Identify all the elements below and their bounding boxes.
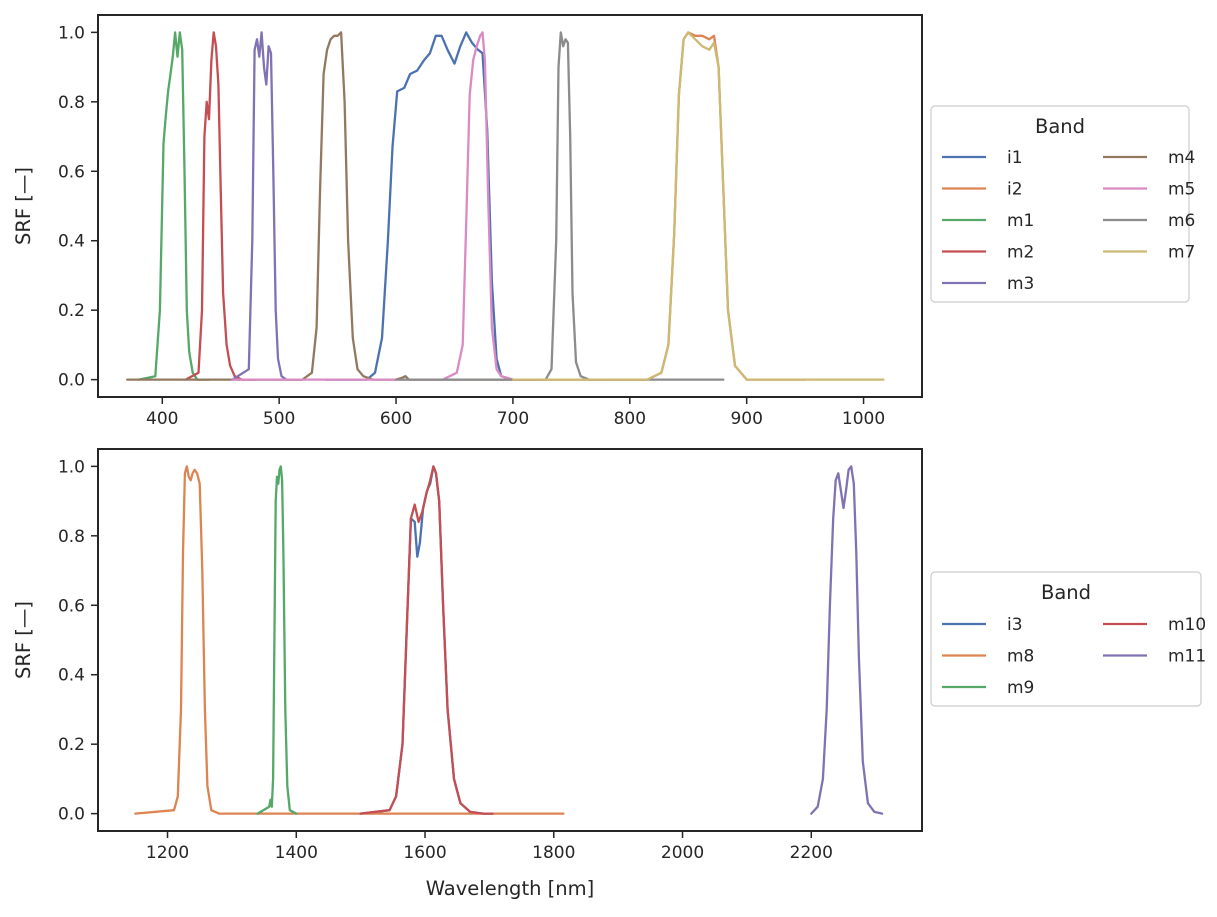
legend-label-m2: m2 bbox=[1007, 243, 1034, 263]
series-line-m9 bbox=[256, 465, 298, 815]
legend-label-m7: m7 bbox=[1168, 243, 1195, 263]
legend-title: Band bbox=[1035, 115, 1085, 138]
x-tick-label: 2200 bbox=[790, 843, 833, 863]
y-tick-label: 0.6 bbox=[58, 162, 85, 182]
series-line-i2 bbox=[605, 31, 807, 381]
series-line-m11 bbox=[810, 465, 884, 815]
axes-frame bbox=[97, 448, 923, 832]
series-line-m3 bbox=[231, 31, 304, 381]
series-line-i3 bbox=[359, 465, 494, 815]
series-line-m10 bbox=[359, 465, 494, 815]
series-line-i1 bbox=[324, 31, 538, 381]
y-tick-label: 0.8 bbox=[58, 527, 85, 547]
y-tick-label: 0.4 bbox=[58, 232, 85, 252]
axes-frame bbox=[97, 14, 923, 398]
legend-label-m3: m3 bbox=[1007, 274, 1034, 294]
legend-box bbox=[930, 571, 1202, 707]
x-tick-label: 1400 bbox=[275, 843, 318, 863]
series-line-m8 bbox=[134, 465, 565, 815]
legend-label-m4: m4 bbox=[1168, 148, 1195, 168]
y-tick-label: 0.0 bbox=[58, 805, 85, 825]
x-tick-label: 700 bbox=[497, 409, 529, 429]
series-line-m2 bbox=[184, 31, 257, 381]
x-tick-label: 2000 bbox=[661, 843, 704, 863]
series-line-m5 bbox=[231, 31, 538, 381]
legend-box bbox=[930, 105, 1190, 303]
legend-label-i1: i1 bbox=[1007, 148, 1023, 168]
x-tick-label: 400 bbox=[146, 409, 178, 429]
x-tick-label: 1200 bbox=[146, 843, 189, 863]
legend-label-m6: m6 bbox=[1168, 211, 1195, 231]
legend-label-m11: m11 bbox=[1168, 647, 1206, 667]
legend: Band i1 i2 m1 m2 m3 m4 m5 m6 m7 bbox=[930, 105, 1195, 303]
y-tick-label: 0.2 bbox=[58, 301, 85, 321]
y-tick-label: 1.0 bbox=[58, 457, 85, 477]
y-tick-label: 1.0 bbox=[58, 23, 85, 43]
x-tick-label: 900 bbox=[730, 409, 762, 429]
y-tick-label: 0.2 bbox=[58, 735, 85, 755]
x-tick-label: 500 bbox=[263, 409, 295, 429]
y-tick-label: 0.6 bbox=[58, 596, 85, 616]
legend-title: Band bbox=[1041, 581, 1091, 604]
y-tick-label: 0.0 bbox=[58, 371, 85, 391]
top-panel: 400 500 600 700 800 900 1000 0.0 0.2 0.4 0.6 0.8 1.0… bbox=[12, 14, 1195, 429]
legend-label-i2: i2 bbox=[1007, 180, 1023, 200]
legend-label-m9: m9 bbox=[1007, 678, 1034, 698]
y-tick-label: 0.4 bbox=[58, 666, 85, 686]
legend-label-m10: m10 bbox=[1168, 615, 1206, 635]
y-axis-label: SRF [—] bbox=[12, 167, 35, 245]
legend-label-m1: m1 bbox=[1007, 211, 1034, 231]
x-axis-label: Wavelength [nm] bbox=[426, 877, 594, 900]
series-line-m7 bbox=[511, 31, 885, 381]
x-tick-label: 600 bbox=[380, 409, 412, 429]
x-tick-label: 1800 bbox=[532, 843, 575, 863]
x-tick-label: 1600 bbox=[403, 843, 446, 863]
x-tick-label: 800 bbox=[614, 409, 646, 429]
x-tick-label: 1000 bbox=[842, 409, 885, 429]
series-line-m4 bbox=[126, 31, 608, 381]
series-line-m1 bbox=[137, 31, 211, 381]
series-line-m6 bbox=[394, 31, 725, 381]
y-axis-label: SRF [—] bbox=[12, 601, 35, 679]
bottom-panel: 1200 1400 1600 1800 2000 2200 0.0 0.2 0.4 0.6 0.8 1… bbox=[12, 448, 1206, 900]
legend-label-m8: m8 bbox=[1007, 647, 1034, 667]
legend: Band i3 m8 m9 m10 m11 bbox=[930, 571, 1206, 707]
y-tick-label: 0.8 bbox=[58, 93, 85, 113]
legend-label-i3: i3 bbox=[1007, 615, 1023, 635]
legend-label-m5: m5 bbox=[1168, 180, 1195, 200]
